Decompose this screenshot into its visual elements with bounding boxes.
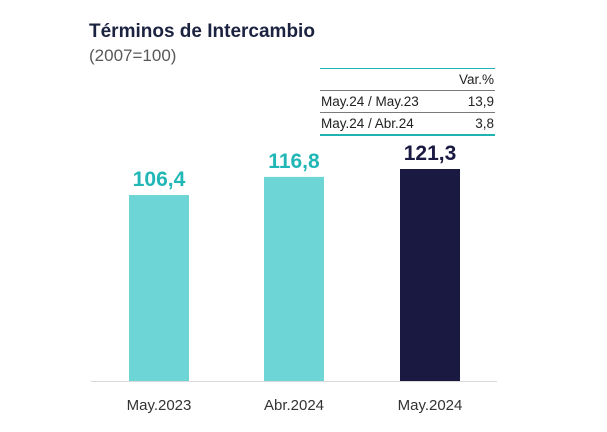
bar-abr-2024 (264, 177, 324, 381)
x-tick-label: May.2024 (398, 397, 463, 414)
bar-value-label: 106,4 (133, 168, 186, 191)
bar-may-2024 (400, 169, 460, 381)
x-tick-label: May.2023 (127, 397, 192, 414)
bar-may-2023 (129, 195, 189, 381)
bar-value-label: 116,8 (268, 150, 320, 173)
x-tick-label: Abr.2024 (264, 397, 324, 414)
bar-value-label: 121,3 (404, 142, 457, 165)
